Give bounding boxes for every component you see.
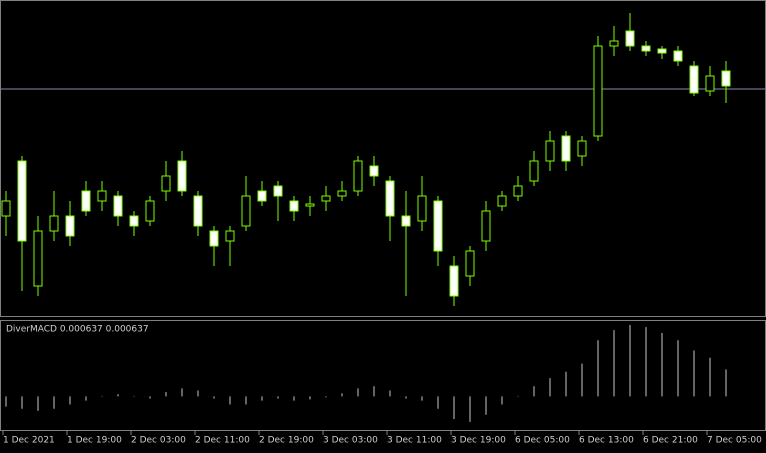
candle-body xyxy=(561,135,571,162)
candle-body xyxy=(673,50,683,62)
candle-body xyxy=(609,40,619,47)
candle-body xyxy=(705,75,715,92)
candle-body xyxy=(209,230,219,247)
candle-body xyxy=(65,215,75,237)
candle-body xyxy=(97,190,107,202)
candle-body xyxy=(17,160,27,242)
candle-body xyxy=(1,200,11,217)
x-tick-label: 3 Dec 03:00 xyxy=(323,436,378,446)
x-tick-label: 2 Dec 11:00 xyxy=(195,436,250,446)
x-tick-label: 7 Dec 05:00 xyxy=(707,436,762,446)
x-tick-label: 1 Dec 19:00 xyxy=(67,436,122,446)
candle-body xyxy=(241,195,251,227)
indicator-label: DiverMACD 0.000637 0.000637 xyxy=(6,325,149,335)
candle-body xyxy=(49,215,59,232)
candle-body xyxy=(657,48,667,54)
candle-body xyxy=(257,190,267,202)
candle-body xyxy=(529,160,539,182)
candle-body xyxy=(225,230,235,242)
candle-body xyxy=(401,215,411,227)
candle-body xyxy=(449,265,459,297)
candle-body xyxy=(113,195,123,217)
candle-body xyxy=(545,140,555,162)
x-tick-label: 6 Dec 21:00 xyxy=(643,436,698,446)
candle-body xyxy=(33,230,43,287)
candle-body xyxy=(625,30,635,47)
candle-body xyxy=(513,185,523,197)
candle-body xyxy=(321,195,331,202)
candle-body xyxy=(417,195,427,222)
candle-body xyxy=(289,200,299,212)
candle-body xyxy=(593,45,603,137)
x-tick-label: 6 Dec 05:00 xyxy=(515,436,570,446)
candle-body xyxy=(161,175,171,192)
x-tick-label: 3 Dec 11:00 xyxy=(387,436,442,446)
x-tick-label: 2 Dec 03:00 xyxy=(131,436,186,446)
x-tick-label: 2 Dec 19:00 xyxy=(259,436,314,446)
candle-body xyxy=(273,185,283,197)
candle-body xyxy=(721,70,731,87)
candle-body xyxy=(129,215,139,227)
candle-body xyxy=(641,45,651,52)
candle-body xyxy=(369,165,379,177)
candle-body xyxy=(497,195,507,207)
candle-body xyxy=(177,160,187,192)
candle-body xyxy=(193,195,203,227)
candle-body xyxy=(481,210,491,242)
candle-body xyxy=(81,190,91,212)
candle-body xyxy=(305,203,315,207)
candle-body xyxy=(465,250,475,277)
candle-body xyxy=(689,65,699,94)
candle-body xyxy=(145,200,155,222)
candle-body xyxy=(337,190,347,197)
x-tick-label: 3 Dec 19:00 xyxy=(451,436,506,446)
x-tick-label: 6 Dec 13:00 xyxy=(579,436,634,446)
candle-body xyxy=(577,140,587,157)
candle-body xyxy=(353,160,363,192)
candle-body xyxy=(385,180,395,217)
candle-body xyxy=(433,200,443,252)
x-tick-label: 1 Dec 2021 xyxy=(3,436,55,446)
